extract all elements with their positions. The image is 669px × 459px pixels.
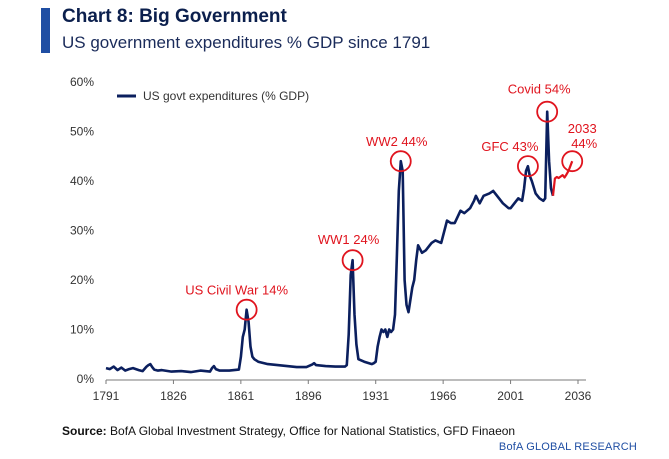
annotation-label-gfc: GFC 43% (481, 139, 539, 154)
source-label: Source: (62, 424, 107, 438)
x-tick-label: 1931 (362, 389, 389, 403)
annotation-circle-gfc (517, 155, 539, 178)
y-tick-label: 0% (77, 372, 95, 386)
annotation-circle-civil-war (235, 298, 258, 321)
annotation-label-ww2: WW2 44% (366, 134, 428, 149)
annotation-label-civil-war: US Civil War 14% (185, 283, 288, 298)
x-tick-label: 1896 (295, 389, 322, 403)
y-tick-label: 60% (70, 75, 94, 89)
y-tick-label: 50% (70, 125, 94, 139)
x-tick-label: 1966 (430, 389, 457, 403)
annotation-label-covid: Covid 54% (508, 82, 571, 97)
annotation-circle-2033 (561, 150, 584, 173)
x-tick-label: 1791 (93, 389, 120, 403)
x-tick-label: 2001 (497, 389, 524, 403)
chart-title: Chart 8: Big Government (62, 6, 287, 27)
series-line-forecast (551, 160, 574, 196)
annotation-circle-covid (536, 100, 559, 123)
legend-label: US govt expenditures (% GDP) (143, 89, 309, 103)
accent-bar (41, 8, 50, 53)
annotation-circle-ww1 (341, 249, 364, 272)
x-tick-label: 2036 (565, 389, 592, 403)
y-tick-label: 40% (70, 174, 94, 188)
annotation-label-2033-value: 44% (571, 136, 597, 151)
series-line-govt-expenditures (105, 110, 555, 374)
y-tick-label: 10% (70, 323, 94, 337)
x-tick-label: 1861 (228, 389, 255, 403)
annotation-circle-ww2 (389, 150, 412, 173)
y-tick-label: 20% (70, 273, 94, 287)
source-note: Source: BofA Global Investment Strategy,… (62, 424, 515, 438)
chart-subtitle: US government expenditures % GDP since 1… (62, 33, 431, 52)
annotation-label-2033-year: 2033 (568, 121, 597, 136)
brand-footer: BofA GLOBAL RESEARCH (498, 441, 637, 453)
y-tick-label: 30% (70, 224, 94, 238)
source-text: BofA Global Investment Strategy, Office … (110, 424, 516, 438)
annotation-label-ww1: WW1 24% (318, 232, 380, 247)
x-tick-label: 1826 (160, 389, 187, 403)
